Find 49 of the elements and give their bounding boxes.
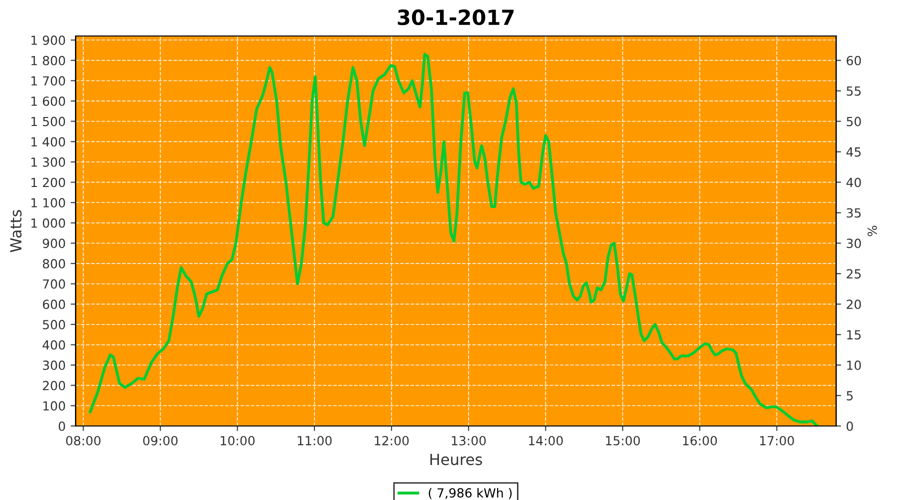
chart-title: 30-1-2017 (398, 9, 514, 26)
x-tick-label: 09:00 (143, 436, 178, 446)
y-tick-label: 1 700 (31, 76, 66, 86)
y-tick-label: 400 (42, 340, 66, 350)
x-tick-label: 17:00 (760, 436, 794, 446)
y-tick-label: 500 (42, 320, 66, 330)
x-tick-label: 13:00 (452, 436, 486, 446)
y2-tick-label: 15 (847, 330, 861, 340)
y2-tick-label: 50 (846, 116, 861, 126)
y-tick-label: 1 500 (31, 116, 66, 126)
y2-tick-label: 60 (846, 56, 861, 66)
y-tick-label: 1 300 (31, 157, 66, 167)
x-tick-label: 10:00 (220, 436, 255, 446)
y2-tick-label: 10 (847, 360, 861, 370)
y-tick-label: 0 (58, 421, 66, 431)
y-axis-title: Watts (10, 210, 22, 252)
y-tick-label: 200 (42, 380, 66, 390)
y-tick-label: 600 (42, 300, 66, 310)
y-tick-label: 1 200 (31, 178, 66, 188)
y2-tick-label: 25 (846, 269, 861, 279)
y2-tick-label: 20 (846, 300, 861, 310)
y-tick-label: 100 (43, 401, 66, 411)
y-tick-label: 300 (42, 360, 66, 370)
x-tick-label: 08:00 (66, 436, 100, 446)
y-tick-label: 1 000 (31, 218, 66, 228)
y2-tick-label: 5 (846, 391, 853, 400)
y-tick-label: 1 400 (31, 137, 66, 147)
y-tick-label: 1 900 (31, 36, 66, 45)
y2-tick-label: 35 (846, 208, 861, 218)
y-tick-label: 1 600 (31, 96, 66, 106)
y2-tick-label: 45 (846, 147, 861, 157)
y-tick-label: 900 (42, 238, 66, 248)
y-tick-label: 800 (42, 258, 66, 268)
y2-tick-label: 30 (846, 238, 861, 248)
x-axis-title: Heures (430, 454, 482, 466)
y2-tick-label: 40 (846, 178, 861, 188)
x-tick-label: 12:00 (374, 436, 409, 446)
x-tick-label: 14:00 (528, 436, 563, 446)
y-tick-label: 1 800 (31, 56, 66, 66)
y2-tick-label: 55 (846, 86, 861, 96)
x-tick-label: 11:00 (298, 436, 332, 446)
y-tick-label: 1 100 (31, 198, 66, 208)
line-series (88, 52, 819, 426)
x-tick-label: 16:00 (683, 436, 717, 446)
x-tick-label: 15:00 (606, 436, 640, 446)
y-tick-label: 700 (43, 279, 66, 289)
y2-tick-label: 0 (846, 421, 853, 431)
legend-label: ( 7,986 kWh ) (428, 488, 512, 500)
y2-axis-title: % (868, 226, 877, 236)
